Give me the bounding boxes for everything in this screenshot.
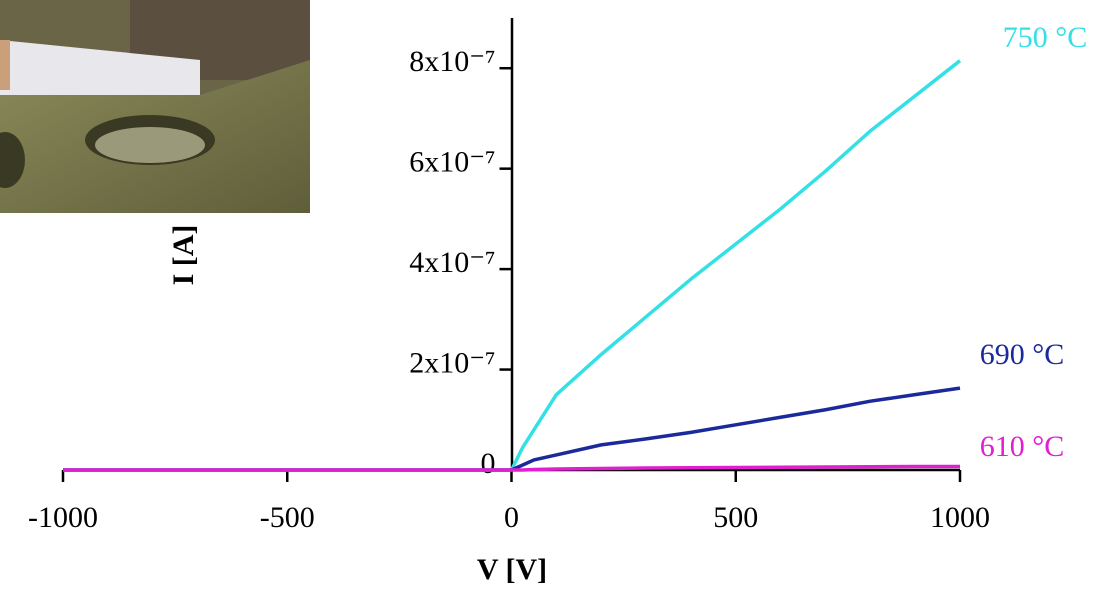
x-tick-label: -1000 (28, 501, 98, 534)
y-tick-label: 0 (481, 447, 496, 480)
y-tick-label: 6x10⁻⁷ (409, 146, 495, 179)
series-label: 750 °C (1003, 21, 1088, 54)
inset-photo (0, 0, 310, 213)
series-line (63, 464, 960, 472)
x-axis-title: V [V] (477, 553, 547, 586)
x-tick-label: 500 (713, 501, 758, 534)
x-tick-label: -500 (260, 501, 315, 534)
series-label: 690 °C (980, 338, 1065, 371)
series-label: 610 °C (980, 430, 1065, 463)
x-tick-label: 0 (504, 501, 519, 534)
y-tick-label: 2x10⁻⁷ (409, 346, 495, 379)
x-tick-label: 1000 (930, 501, 990, 534)
y-tick-label: 4x10⁻⁷ (409, 246, 495, 279)
y-tick-label: 8x10⁻⁷ (409, 45, 495, 78)
y-axis-title: I [A] (167, 225, 200, 286)
